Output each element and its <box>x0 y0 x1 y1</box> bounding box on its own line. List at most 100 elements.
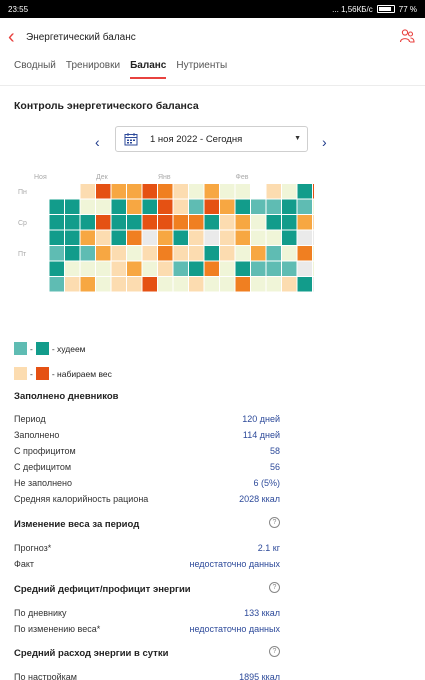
heatmap-day-cell[interactable] <box>65 230 80 246</box>
heatmap-day-cell[interactable] <box>220 246 235 261</box>
heatmap-day-cell[interactable] <box>235 184 251 199</box>
heatmap-day-cell[interactable] <box>173 277 189 292</box>
heatmap-day-cell[interactable] <box>282 199 297 215</box>
tab-balance[interactable]: Баланс <box>130 60 167 79</box>
heatmap-day-cell[interactable] <box>158 246 173 261</box>
heatmap-day-cell[interactable] <box>282 277 297 292</box>
heatmap-day-cell[interactable] <box>204 230 220 246</box>
heatmap-day-cell[interactable] <box>251 215 266 230</box>
heatmap-day-cell[interactable] <box>158 184 173 199</box>
heatmap-day-cell[interactable] <box>80 261 96 277</box>
heatmap-day-cell[interactable] <box>158 230 173 246</box>
heatmap-day-cell[interactable] <box>142 246 158 261</box>
heatmap-day-cell[interactable] <box>251 246 266 261</box>
heatmap-day-cell[interactable] <box>65 215 80 230</box>
heatmap-day-cell[interactable] <box>189 246 204 261</box>
help-icon[interactable]: ? <box>269 646 280 657</box>
heatmap-day-cell[interactable] <box>158 261 173 277</box>
heatmap-day-cell[interactable] <box>96 215 111 230</box>
heatmap-day-cell[interactable] <box>297 277 313 292</box>
heatmap-day-cell[interactable] <box>173 215 189 230</box>
heatmap-day-cell[interactable] <box>204 261 220 277</box>
heatmap-day-cell[interactable] <box>282 246 297 261</box>
heatmap-day-cell[interactable] <box>297 184 313 199</box>
heatmap-day-cell[interactable] <box>313 199 314 215</box>
heatmap-day-cell[interactable] <box>127 215 142 230</box>
heatmap-day-cell[interactable] <box>266 230 282 246</box>
heatmap-day-cell[interactable] <box>297 261 313 277</box>
heatmap-day-cell[interactable] <box>313 184 314 199</box>
heatmap-day-cell[interactable] <box>80 277 96 292</box>
heatmap-day-cell[interactable] <box>111 230 127 246</box>
heatmap-day-cell[interactable] <box>142 230 158 246</box>
tab-trainings[interactable]: Тренировки <box>65 60 121 71</box>
heatmap-day-cell[interactable] <box>313 277 314 292</box>
heatmap-day-cell[interactable] <box>282 230 297 246</box>
heatmap-day-cell[interactable] <box>235 215 251 230</box>
heatmap-day-cell[interactable] <box>65 199 80 215</box>
period-select[interactable]: 1 ноя 2022 - Сегодня ▼ <box>115 126 308 152</box>
heatmap-day-cell[interactable] <box>266 246 282 261</box>
heatmap-day-cell[interactable] <box>282 215 297 230</box>
tab-nutrients[interactable]: Нутриенты <box>176 60 228 71</box>
heatmap-day-cell[interactable] <box>235 246 251 261</box>
heatmap-day-cell[interactable] <box>49 215 65 230</box>
heatmap-day-cell[interactable] <box>80 184 96 199</box>
heatmap-day-cell[interactable] <box>80 199 96 215</box>
heatmap-day-cell[interactable] <box>96 261 111 277</box>
heatmap-day-cell[interactable] <box>251 261 266 277</box>
heatmap-day-cell[interactable] <box>235 277 251 292</box>
heatmap-day-cell[interactable] <box>313 246 314 261</box>
heatmap-day-cell[interactable] <box>204 246 220 261</box>
heatmap-day-cell[interactable] <box>49 199 65 215</box>
heatmap-day-cell[interactable] <box>173 261 189 277</box>
heatmap-day-cell[interactable] <box>111 199 127 215</box>
heatmap-day-cell[interactable] <box>80 215 96 230</box>
heatmap-day-cell[interactable] <box>111 261 127 277</box>
heatmap-day-cell[interactable] <box>111 215 127 230</box>
heatmap-day-cell[interactable] <box>142 184 158 199</box>
heatmap-day-cell[interactable] <box>220 215 235 230</box>
heatmap-day-cell[interactable] <box>189 215 204 230</box>
heatmap-day-cell[interactable] <box>220 261 235 277</box>
heatmap-day-cell[interactable] <box>251 199 266 215</box>
heatmap-day-cell[interactable] <box>96 277 111 292</box>
help-icon[interactable]: ? <box>269 517 280 528</box>
heatmap-day-cell[interactable] <box>297 199 313 215</box>
heatmap-day-cell[interactable] <box>49 246 65 261</box>
help-icon[interactable]: ? <box>269 582 280 593</box>
heatmap-day-cell[interactable] <box>173 230 189 246</box>
heatmap-day-cell[interactable] <box>111 184 127 199</box>
heatmap-day-cell[interactable] <box>220 199 235 215</box>
heatmap-day-cell[interactable] <box>220 277 235 292</box>
heatmap-day-cell[interactable] <box>282 261 297 277</box>
heatmap-day-cell[interactable] <box>65 246 80 261</box>
heatmap-day-cell[interactable] <box>96 230 111 246</box>
heatmap-day-cell[interactable] <box>204 215 220 230</box>
heatmap-day-cell[interactable] <box>158 215 173 230</box>
heatmap-day-cell[interactable] <box>127 246 142 261</box>
heatmap-day-cell[interactable] <box>111 246 127 261</box>
heatmap-day-cell[interactable] <box>127 230 142 246</box>
heatmap-day-cell[interactable] <box>158 277 173 292</box>
heatmap-day-cell[interactable] <box>297 246 313 261</box>
users-icon[interactable] <box>399 28 415 44</box>
heatmap-day-cell[interactable] <box>96 199 111 215</box>
heatmap-day-cell[interactable] <box>189 261 204 277</box>
heatmap-day-cell[interactable] <box>142 277 158 292</box>
heatmap-day-cell[interactable] <box>235 261 251 277</box>
heatmap-day-cell[interactable] <box>173 199 189 215</box>
heatmap-day-cell[interactable] <box>251 277 266 292</box>
heatmap-day-cell[interactable] <box>96 184 111 199</box>
heatmap-day-cell[interactable] <box>251 230 266 246</box>
heatmap-day-cell[interactable] <box>65 277 80 292</box>
heatmap-day-cell[interactable] <box>189 230 204 246</box>
heatmap-day-cell[interactable] <box>158 199 173 215</box>
heatmap-day-cell[interactable] <box>142 261 158 277</box>
heatmap-day-cell[interactable] <box>127 261 142 277</box>
next-period-icon[interactable]: › <box>322 134 327 150</box>
heatmap-day-cell[interactable] <box>127 184 142 199</box>
heatmap-day-cell[interactable] <box>204 199 220 215</box>
heatmap-day-cell[interactable] <box>96 246 111 261</box>
heatmap-day-cell[interactable] <box>235 230 251 246</box>
